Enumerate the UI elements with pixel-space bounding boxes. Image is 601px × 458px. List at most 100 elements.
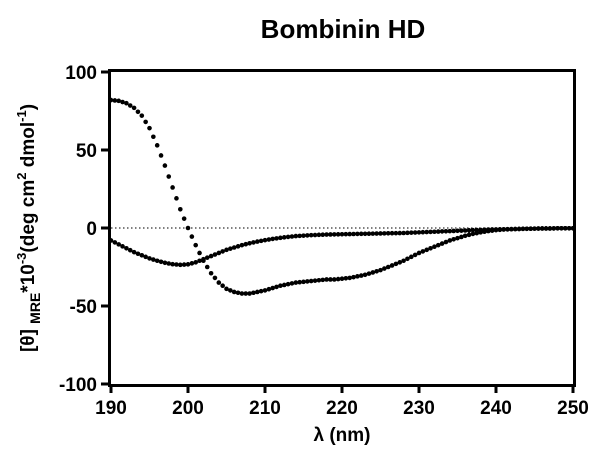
data-point bbox=[397, 230, 403, 236]
data-point bbox=[532, 226, 537, 231]
data-point bbox=[305, 233, 310, 238]
data-point bbox=[147, 256, 152, 261]
x-tick-label: 240 bbox=[480, 398, 512, 419]
x-tick-label: 210 bbox=[249, 398, 281, 419]
data-point bbox=[385, 264, 391, 270]
data-point bbox=[409, 230, 414, 235]
data-point bbox=[243, 291, 249, 296]
data-point bbox=[131, 249, 137, 255]
data-point bbox=[301, 233, 306, 238]
data-point bbox=[412, 252, 418, 258]
data-point bbox=[343, 276, 349, 281]
data-point bbox=[251, 290, 256, 296]
data-point bbox=[289, 281, 295, 286]
data-point bbox=[297, 279, 302, 285]
data-point bbox=[536, 226, 541, 231]
data-point bbox=[332, 277, 337, 282]
data-point bbox=[270, 285, 276, 291]
data-point bbox=[324, 232, 329, 237]
data-point bbox=[455, 228, 460, 234]
data-point bbox=[428, 229, 433, 235]
data-point bbox=[405, 230, 410, 236]
data-point bbox=[366, 231, 372, 236]
data-point bbox=[378, 231, 383, 236]
data-point bbox=[378, 267, 383, 273]
data-point bbox=[320, 232, 326, 238]
data-point bbox=[559, 226, 564, 231]
data-point bbox=[231, 289, 237, 295]
data-point bbox=[339, 231, 345, 237]
data-point bbox=[266, 286, 272, 292]
data-point bbox=[389, 230, 395, 236]
data-point bbox=[455, 235, 460, 241]
data-point bbox=[162, 163, 168, 168]
data-point bbox=[224, 247, 229, 253]
data-point bbox=[439, 229, 445, 234]
data-point bbox=[539, 226, 545, 231]
data-point bbox=[432, 229, 437, 235]
data-point bbox=[239, 242, 245, 248]
data-point bbox=[358, 231, 364, 237]
data-point bbox=[212, 252, 218, 257]
data-point bbox=[189, 261, 195, 266]
data-point bbox=[486, 227, 491, 232]
data-point bbox=[147, 125, 152, 131]
data-point bbox=[254, 289, 260, 295]
data-point bbox=[266, 237, 272, 242]
data-point bbox=[220, 249, 225, 254]
data-point bbox=[143, 254, 148, 260]
data-point bbox=[351, 274, 356, 280]
data-point bbox=[366, 271, 372, 276]
data-series bbox=[108, 97, 576, 296]
data-point bbox=[278, 235, 283, 241]
y-tick-label: 100 bbox=[65, 63, 97, 84]
data-point bbox=[524, 226, 530, 232]
data-point bbox=[466, 228, 472, 233]
data-point bbox=[135, 109, 141, 115]
data-point bbox=[235, 290, 241, 296]
y-axis-ticks: 100 50 0 -50 -100 bbox=[59, 63, 108, 396]
data-point bbox=[482, 227, 487, 233]
data-point bbox=[270, 236, 276, 242]
data-point bbox=[274, 236, 279, 241]
data-point bbox=[316, 232, 322, 238]
data-point bbox=[459, 228, 464, 233]
data-point bbox=[320, 277, 326, 283]
data-point bbox=[512, 226, 518, 232]
data-point bbox=[127, 247, 133, 253]
data-point bbox=[362, 231, 368, 237]
data-point bbox=[432, 244, 437, 250]
data-point bbox=[112, 98, 118, 103]
plot-frame bbox=[108, 69, 576, 387]
data-point bbox=[278, 283, 283, 289]
data-point bbox=[520, 226, 526, 232]
data-point bbox=[297, 233, 302, 239]
data-point bbox=[355, 274, 360, 279]
data-point bbox=[224, 286, 229, 292]
data-point bbox=[447, 238, 453, 243]
data-point bbox=[478, 227, 483, 233]
data-point bbox=[139, 253, 145, 258]
data-point bbox=[389, 263, 395, 268]
data-point bbox=[335, 232, 341, 237]
data-point bbox=[424, 247, 430, 253]
data-point bbox=[158, 259, 164, 265]
data-point bbox=[135, 251, 141, 257]
data-point bbox=[208, 253, 214, 259]
data-point bbox=[370, 270, 376, 275]
data-point bbox=[501, 226, 507, 232]
data-point bbox=[216, 280, 222, 285]
y-tick-label: 0 bbox=[86, 219, 97, 240]
data-point bbox=[158, 153, 164, 158]
data-point bbox=[416, 250, 422, 256]
data-point bbox=[385, 231, 391, 236]
y-tick-label: -100 bbox=[59, 375, 97, 396]
data-point bbox=[451, 237, 456, 242]
data-point bbox=[124, 100, 129, 106]
data-point bbox=[439, 241, 445, 246]
data-point bbox=[474, 227, 480, 233]
data-point bbox=[274, 284, 279, 290]
data-point bbox=[547, 226, 553, 231]
data-point bbox=[428, 245, 433, 251]
data-point bbox=[351, 231, 356, 237]
